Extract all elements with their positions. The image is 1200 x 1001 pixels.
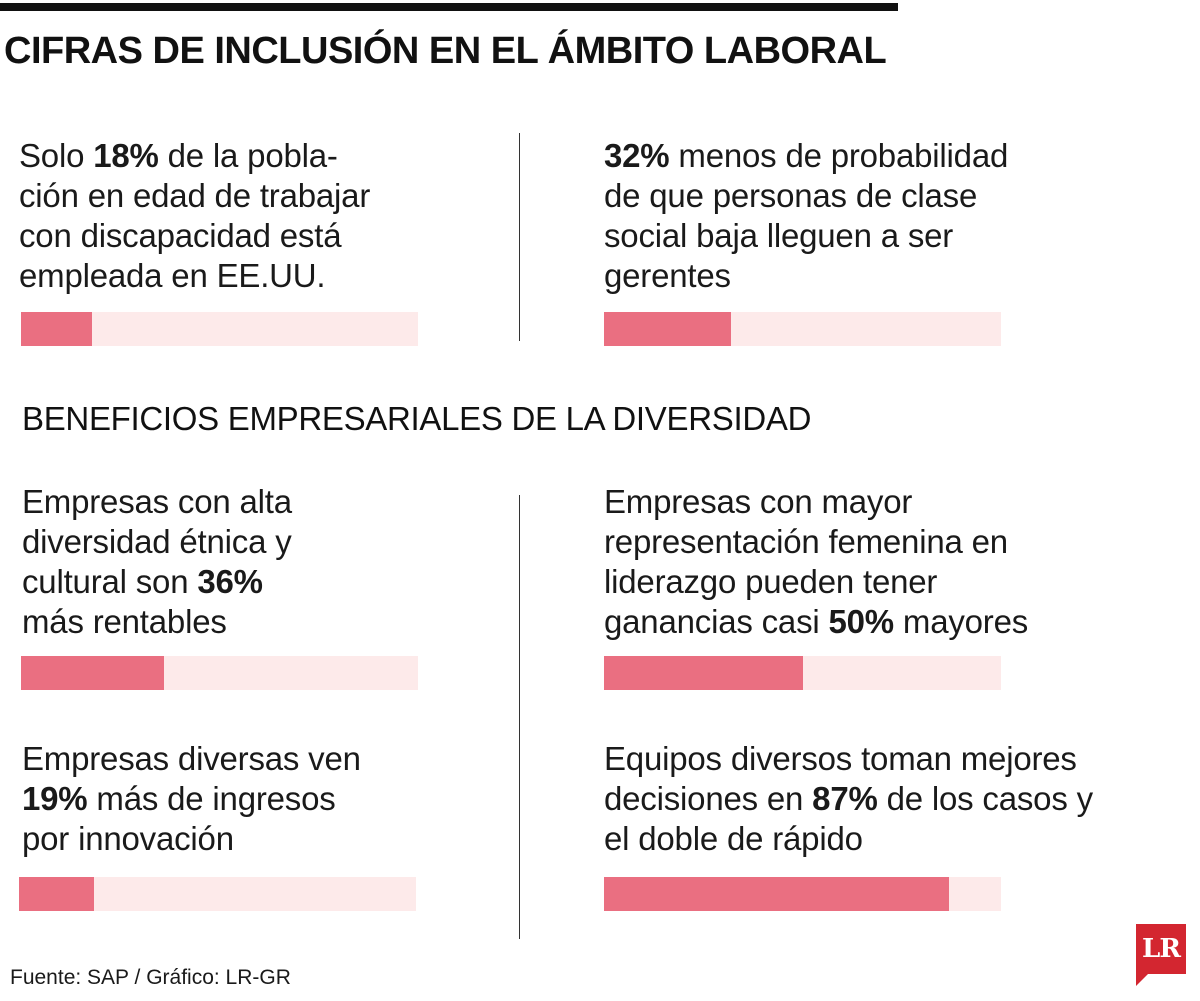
stat-text-6: Equipos diversos toman mejores decisiones… xyxy=(604,739,1093,859)
stat-line-text: Empresas con alta xyxy=(22,483,292,520)
stat-text-3: Empresas con alta diversidad étnica y cult… xyxy=(22,482,292,642)
bar-track-2 xyxy=(604,312,1001,346)
bar-fill-1 xyxy=(21,312,93,346)
stat-value-label: 50% xyxy=(828,603,894,640)
stat-line-text: social baja lleguen a ser xyxy=(604,217,954,254)
stat-line: cultural son 36% xyxy=(22,562,292,602)
stat-line: decisiones en 87% de los casos y xyxy=(604,779,1093,819)
bar-fill-3 xyxy=(21,656,164,690)
stat-line-text: decisiones en xyxy=(604,780,813,817)
stat-text-1: Solo 18% de la pobla-ción en edad de tra… xyxy=(19,136,370,296)
bar-track-5 xyxy=(19,877,416,911)
bar-fill-6 xyxy=(604,877,950,911)
stat-line: el doble de rápido xyxy=(604,819,1093,859)
stat-line: Equipos diversos toman mejores xyxy=(604,739,1093,779)
stat-line: de que personas de clase xyxy=(604,176,1008,216)
stat-line: Empresas con mayor xyxy=(604,482,1028,522)
stat-line-text: gerentes xyxy=(604,257,731,294)
stat-line-text: de que personas de clase xyxy=(604,177,978,214)
stat-line-text: ción en edad de trabajar xyxy=(19,177,371,214)
stat-line: representación femenina en xyxy=(604,522,1028,562)
stat-line: Empresas diversas ven xyxy=(22,739,361,779)
bar-track-1 xyxy=(21,312,418,346)
bar-track-4 xyxy=(604,656,1001,690)
stat-line: por innovación xyxy=(22,819,361,859)
stat-value-label: 18% xyxy=(93,137,159,174)
section-subtitle: BENEFICIOS EMPRESARIALES DE LA DIVERSIDA… xyxy=(22,400,812,437)
column-divider-top xyxy=(519,133,520,341)
stat-line-text: con discapacidad está xyxy=(19,217,342,254)
bar-track-3 xyxy=(21,656,418,690)
lr-logo-tail xyxy=(1136,974,1148,986)
stat-line-text: cultural son xyxy=(22,563,198,600)
stat-line-text: ganancias casi xyxy=(604,603,829,640)
source-credit: Fuente: SAP / Gráfico: LR-GR xyxy=(10,966,291,989)
stat-line-text: Equipos diversos toman mejores xyxy=(604,740,1077,777)
bar-fill-5 xyxy=(19,877,95,911)
stat-line-text: representación femenina en xyxy=(604,523,1008,560)
bar-fill-2 xyxy=(604,312,732,346)
stat-line: gerentes xyxy=(604,256,1008,296)
stat-text-4: Empresas con mayor representación femenin… xyxy=(604,482,1028,642)
stat-line-text: diversidad étnica y xyxy=(22,523,292,560)
stat-line: ganancias casi 50% mayores xyxy=(604,602,1028,642)
stat-value-label: 36% xyxy=(197,563,263,600)
stat-line-text: liderazgo pueden tener xyxy=(604,563,938,600)
stat-text-2: 32% menos de probabilidad de que personas… xyxy=(604,136,1008,296)
stat-line: más rentables xyxy=(22,602,292,642)
stat-line-text: mayores xyxy=(893,603,1029,640)
stat-value-label: 87% xyxy=(812,780,878,817)
stat-line-text: el doble de rápido xyxy=(604,820,863,857)
stat-line: liderazgo pueden tener xyxy=(604,562,1028,602)
bar-track-6 xyxy=(604,877,1001,911)
stat-line: 19% más de ingresos xyxy=(22,779,361,819)
bar-fill-4 xyxy=(604,656,803,690)
stat-line-text: de los casos y xyxy=(877,780,1094,817)
stat-line: con discapacidad está xyxy=(19,216,370,256)
stat-line-text: Empresas diversas ven xyxy=(22,740,361,777)
stat-line-text: menos de probabilidad xyxy=(669,137,1009,174)
stat-line: ción en edad de trabajar xyxy=(19,176,370,216)
top-rule xyxy=(0,3,898,11)
stat-text-5: Empresas diversas ven 19% más de ingresos… xyxy=(22,739,361,859)
stat-line: empleada en EE.UU. xyxy=(19,256,370,296)
lr-logo: LR xyxy=(1136,924,1186,974)
stat-line: 32% menos de probabilidad xyxy=(604,136,1008,176)
stat-line-text: de la pobla- xyxy=(158,137,338,174)
stat-line-text: Empresas con mayor xyxy=(604,483,913,520)
stat-line: social baja lleguen a ser xyxy=(604,216,1008,256)
stat-value-label: 19% xyxy=(22,780,88,817)
stat-line-text: más de ingresos xyxy=(87,780,336,817)
stat-line: Empresas con alta xyxy=(22,482,292,522)
stat-value-label: 32% xyxy=(604,137,670,174)
column-divider-bottom xyxy=(519,495,520,939)
stat-line-text: más rentables xyxy=(22,603,227,640)
stat-line-text: por innovación xyxy=(22,820,234,857)
stat-line-text: Solo xyxy=(19,137,94,174)
stat-line: diversidad étnica y xyxy=(22,522,292,562)
stat-line-text: empleada en EE.UU. xyxy=(19,257,326,294)
stat-line: Solo 18% de la pobla- xyxy=(19,136,370,176)
infographic-title: CIFRAS DE INCLUSIÓN EN EL ÁMBITO LABORAL xyxy=(4,30,887,72)
